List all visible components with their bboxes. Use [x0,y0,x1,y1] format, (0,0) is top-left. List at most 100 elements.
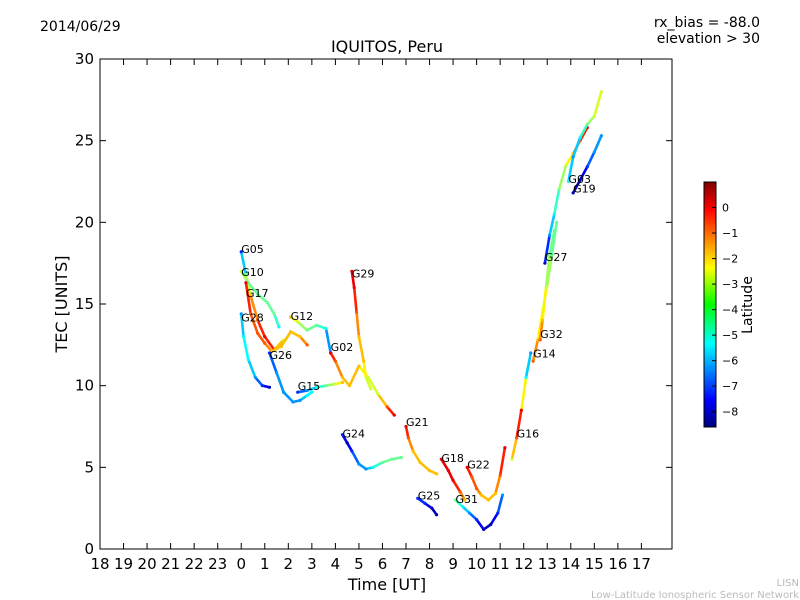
data-point [544,286,548,290]
data-point [430,506,434,510]
satellite-label-g22: G22 [467,459,490,472]
data-point [253,375,257,380]
series-segment [272,312,281,329]
x-tick-label: 8 [425,555,435,573]
series-segment [557,163,568,191]
y-tick-label: 20 [75,213,94,231]
colorbar-tick-label: −3 [722,278,738,291]
data-point [547,253,552,257]
data-point [489,522,493,527]
data-point [314,323,319,327]
data-point [538,338,542,342]
series-segment [385,405,396,417]
x-tick-label: 12 [514,555,533,573]
data-point [564,163,568,167]
series-segment [249,294,260,322]
x-tick-label: 11 [491,555,510,573]
series-segment [411,449,422,464]
series-segment [263,335,276,352]
data-point [498,473,502,478]
data-point [496,511,500,515]
data-point [267,385,272,389]
data-point [475,518,479,522]
series-segment [564,152,575,167]
x-tick-label: 14 [561,555,580,573]
data-point [272,312,276,316]
colorbar-gradient [703,181,717,428]
data-point [298,335,302,339]
data-point [531,359,535,363]
series-segment [239,312,245,338]
series-segment [447,469,455,482]
data-point [552,228,556,233]
series-segment [305,323,318,332]
series-segment [531,338,540,363]
data-point [451,478,455,482]
chart-date: 2014/06/29 [40,19,121,35]
series-segment [239,270,250,285]
watermark-network: Low-Latitude Ionospheric Sensor Network [591,590,799,600]
series-segment [282,390,295,404]
data-point [263,341,267,345]
data-point [305,393,309,398]
data-point [369,387,373,391]
data-point [239,250,243,254]
data-point [578,135,582,139]
watermark-lisn: LISN [777,578,799,589]
data-point [289,330,293,334]
series-g16 [510,351,533,461]
series-g31 [453,493,505,532]
series-segment [348,364,361,387]
data-point [465,465,469,469]
data-point [239,269,243,273]
colorbar: 0 −1 −2 −3 −4 −5 −6 −7 −8 Latitude [703,181,756,428]
data-point [592,114,596,118]
series-segment [550,221,558,257]
data-point [314,385,319,389]
series-segment [461,505,471,515]
data-point [404,424,408,429]
x-tick-label: 23 [208,555,227,573]
data-point [435,513,439,517]
x-tick-label: 10 [467,555,486,573]
data-point [486,498,490,502]
satellite-label-g12: G12 [291,310,314,323]
series-segment [585,150,596,169]
series-segment [296,320,309,332]
series-segment [341,376,351,387]
series-segment [407,436,415,453]
data-point [571,155,575,159]
data-point [296,320,300,324]
series-g18 [439,457,467,502]
y-axis-label: TEC [UNITS] [52,256,71,354]
satellite-label-g17: G17 [246,287,269,300]
data-point [340,433,345,437]
data-point [446,469,450,473]
data-point [241,335,246,339]
data-point [305,328,309,332]
series-g22 [465,446,507,502]
data-point [519,408,523,412]
satellite-label-g25: G25 [418,490,441,503]
data-point [354,310,359,314]
series-segment [489,511,500,526]
series-g03 [566,90,603,184]
series-segment [553,188,561,216]
colorbar-tick-label: −6 [722,355,738,368]
data-point [256,331,260,335]
series-g24 [340,433,403,471]
series-segment [275,371,285,394]
series-g26 [267,351,314,404]
data-point [239,312,243,316]
series-g19 [571,134,603,195]
data-point [350,449,354,453]
satellite-label-g15: G15 [298,380,321,393]
data-point [347,384,352,388]
data-point [467,511,472,515]
series-g32 [538,228,556,342]
satellite-label-g29: G29 [352,268,375,281]
series-segment [487,492,497,502]
data-point [524,375,528,380]
series-segment [498,446,507,477]
